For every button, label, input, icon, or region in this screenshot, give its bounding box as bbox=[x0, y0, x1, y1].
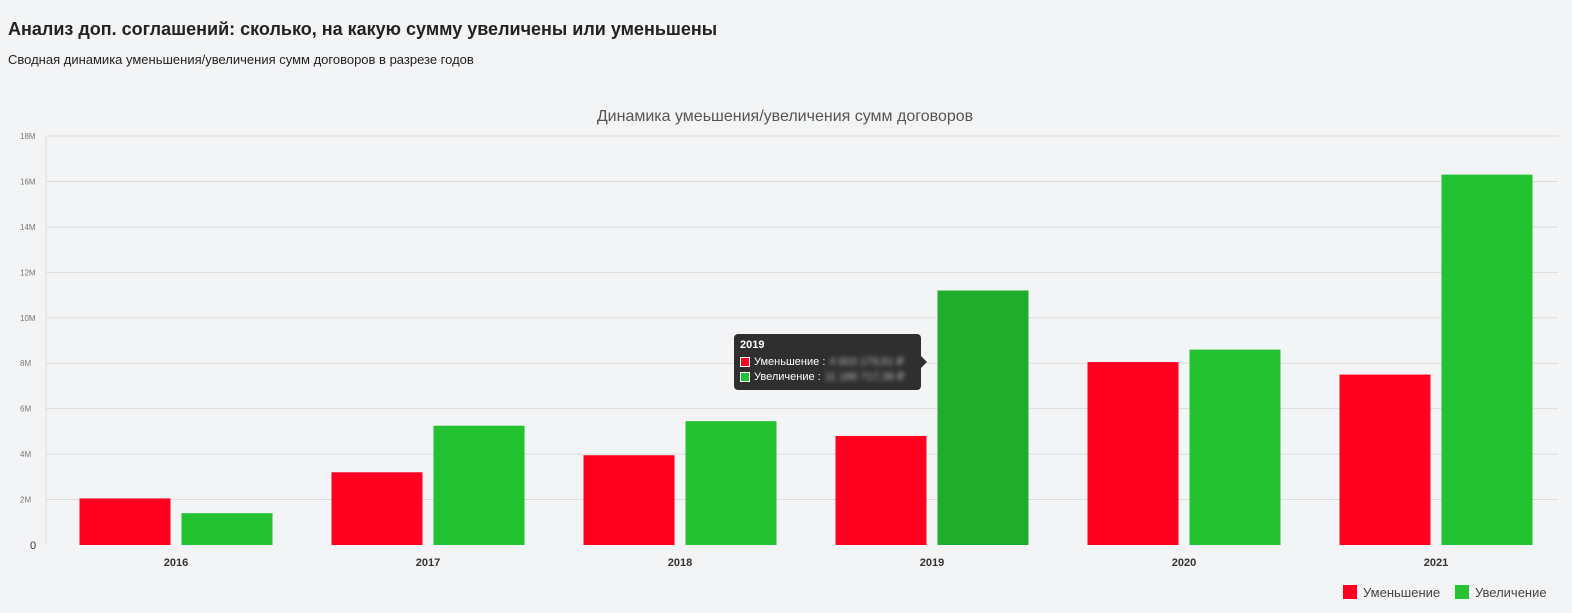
bar-decrease-2020 bbox=[1087, 362, 1179, 545]
x-tick-label: 2017 bbox=[416, 557, 440, 569]
y-tick-label: 18M bbox=[20, 132, 36, 141]
x-axis: 2016 2017 2018 2019 2020 2021 bbox=[164, 557, 1448, 569]
bar-increase-2021 bbox=[1441, 174, 1533, 545]
y-tick-label: 10M bbox=[20, 314, 36, 323]
tooltip-swatch-decrease bbox=[740, 356, 750, 367]
page-subtitle: Сводная динамика уменьшения/увеличения с… bbox=[8, 52, 474, 67]
tooltip-label-increase: Увеличение : bbox=[754, 370, 821, 383]
legend-swatch-increase bbox=[1455, 585, 1469, 599]
bars-layer bbox=[79, 174, 1533, 545]
legend-label-decrease: Уменьшение bbox=[1363, 585, 1440, 600]
x-tick-label: 2019 bbox=[920, 557, 944, 569]
tooltip-row-increase: Увеличение : 11 186 717,38 ₽ bbox=[740, 369, 915, 384]
y-tick-label: 12M bbox=[20, 268, 36, 277]
y-tick-label: 6M bbox=[20, 405, 31, 414]
bar-decrease-2017 bbox=[331, 472, 423, 545]
legend: Уменьшение Увеличение bbox=[1343, 585, 1547, 600]
chart-tooltip: 2019 Уменьшение : 4 803 179,61 ₽ Увеличе… bbox=[734, 334, 927, 390]
bar-increase-2016 bbox=[181, 513, 273, 545]
grid-layer: 0 2M 4M 6M 8M 10M 12M 14M 16M 18M bbox=[20, 132, 1558, 552]
tooltip-row-decrease: Уменьшение : 4 803 179,61 ₽ bbox=[740, 354, 915, 369]
y-tick-label: 2M bbox=[20, 496, 31, 505]
bar-decrease-2019 bbox=[835, 435, 927, 545]
bar-increase-2019 bbox=[937, 290, 1029, 545]
y-tick-label: 8M bbox=[20, 359, 31, 368]
tooltip-value-decrease: 4 803 179,61 ₽ bbox=[829, 356, 904, 368]
y-tick-label: 4M bbox=[20, 450, 31, 459]
chart-title: Динамика умеьшения/увеличения сумм догов… bbox=[597, 108, 973, 125]
x-tick-label: 2020 bbox=[1172, 557, 1196, 569]
bar-decrease-2021 bbox=[1339, 374, 1431, 545]
x-tick-label: 2018 bbox=[668, 557, 692, 569]
bar-decrease-2018 bbox=[583, 455, 675, 545]
y-tick-label: 14M bbox=[20, 223, 36, 232]
x-tick-label: 2021 bbox=[1424, 557, 1448, 569]
y-tick-label: 0 bbox=[30, 540, 36, 552]
bar-increase-2018 bbox=[685, 421, 777, 545]
legend-swatch-decrease bbox=[1343, 585, 1357, 599]
bar-increase-2017 bbox=[433, 425, 525, 545]
bar-increase-2020 bbox=[1189, 349, 1281, 545]
tooltip-label-decrease: Уменьшение : bbox=[754, 355, 826, 368]
bar-decrease-2016 bbox=[79, 498, 171, 545]
x-tick-label: 2016 bbox=[164, 557, 188, 569]
y-tick-label: 16M bbox=[20, 177, 36, 186]
page-title: Анализ доп. соглашений: сколько, на каку… bbox=[8, 19, 718, 39]
legend-label-increase: Увеличение bbox=[1475, 585, 1547, 600]
tooltip-swatch-increase bbox=[740, 371, 750, 382]
tooltip-title: 2019 bbox=[740, 339, 765, 351]
tooltip-value-increase: 11 186 717,38 ₽ bbox=[824, 371, 905, 383]
